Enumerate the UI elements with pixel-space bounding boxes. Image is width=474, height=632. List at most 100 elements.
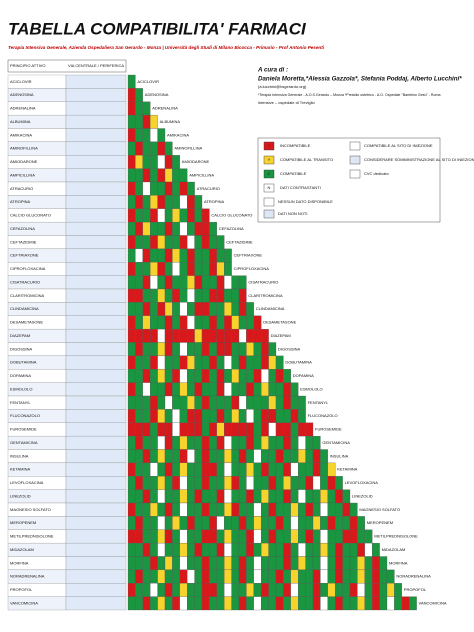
compat-cell: [231, 302, 240, 316]
compat-cell: [268, 422, 277, 437]
compat-cell: [261, 382, 269, 397]
column-label: AMINOFILLINA: [174, 146, 202, 151]
compat-cell: [201, 502, 210, 517]
column-label: AMIKACINA: [167, 132, 189, 137]
compat-cell: [238, 529, 247, 544]
compat-cell: [327, 569, 336, 584]
compat-cell: [349, 516, 358, 530]
compat-cell: [253, 489, 262, 504]
column-label: CLINDAMICINA: [256, 306, 285, 311]
compat-cell: [187, 529, 195, 544]
compat-cell: [209, 235, 217, 250]
compat-cell: [172, 221, 180, 236]
compat-cell: [327, 529, 336, 544]
compat-cell: [172, 489, 180, 504]
column-label: MEROPENEM: [367, 520, 393, 525]
compat-cell: [231, 275, 240, 290]
compat-cell: [209, 462, 217, 477]
compat-cell: [275, 489, 284, 504]
route-cell: [65, 195, 127, 209]
compat-cell: [283, 596, 291, 611]
compat-cell: [216, 556, 225, 571]
compat-cell: [135, 502, 143, 517]
compat-cell: [216, 288, 225, 303]
compat-cell: [164, 195, 173, 209]
compat-cell: [179, 181, 188, 196]
compat-cell: [305, 422, 314, 437]
compat-cell: [142, 195, 151, 209]
compat-cell: [261, 556, 269, 571]
compat-cell: [268, 529, 277, 544]
compat-cell: [268, 342, 277, 357]
compat-cell: [216, 302, 225, 316]
compat-cell: [290, 556, 299, 571]
compat-cell: [201, 449, 210, 464]
compat-cell: [194, 369, 203, 383]
compat-cell: [187, 235, 195, 250]
compat-cell: [172, 181, 180, 196]
column-label: NORADRENALINA: [396, 574, 431, 579]
compat-cell: [179, 583, 188, 597]
compat-cell: [238, 395, 247, 410]
drug-name: ACICLOVIR: [10, 79, 32, 84]
compat-cell: [320, 489, 328, 504]
compat-cell: [194, 395, 203, 410]
legend-label: COMPATIBILE AL SITO DI INIEZIONE: [364, 143, 433, 148]
compat-cell: [127, 128, 136, 143]
compat-cell: [194, 596, 203, 611]
compat-cell: [283, 502, 291, 517]
compat-cell: [150, 422, 158, 437]
compat-cell: [187, 382, 195, 397]
compat-cell: [327, 596, 336, 611]
compat-cell: [209, 569, 217, 584]
compat-cell: [127, 556, 136, 571]
compat-cell: [127, 288, 136, 303]
compat-cell: [150, 569, 158, 584]
compat-cell: [164, 435, 173, 450]
compat-cell: [283, 542, 291, 557]
compat-cell: [179, 369, 188, 383]
compat-cell: [320, 569, 328, 584]
column-label: LEVOFLOXACINA: [345, 480, 379, 485]
compat-cell: [275, 369, 284, 383]
compat-cell: [172, 422, 180, 437]
compat-cell: [127, 342, 136, 357]
compat-cell: [231, 328, 240, 343]
drug-name: DESAMETASONE: [10, 320, 43, 325]
column-label: ALBUMINA: [160, 119, 181, 124]
compat-cell: [172, 395, 180, 410]
compat-cell: [364, 583, 373, 597]
compat-cell: [135, 221, 143, 236]
route-cell: [65, 476, 127, 490]
compat-cell: [372, 542, 380, 557]
column-label: CEFTRIAXONE: [234, 253, 263, 258]
compat-cell: [142, 449, 151, 464]
compat-cell: [164, 476, 173, 490]
compat-cell: [127, 235, 136, 250]
compat-cell: [261, 596, 269, 611]
compat-cell: [379, 556, 388, 571]
compat-cell: [372, 569, 380, 584]
column-label: AMIODARONE: [182, 159, 210, 164]
compat-cell: [290, 502, 299, 517]
compat-cell: [164, 235, 173, 250]
compat-cell: [349, 542, 358, 557]
compat-cell: [150, 449, 158, 464]
compat-cell: [209, 315, 217, 330]
compat-cell: [364, 569, 373, 584]
compat-cell: [172, 262, 180, 276]
compat-cell: [342, 502, 351, 517]
compat-cell: [142, 262, 151, 276]
compat-cell: [187, 369, 195, 383]
compat-cell: [142, 288, 151, 303]
compat-cell: [283, 409, 291, 423]
compat-cell: [164, 262, 173, 276]
compat-cell: [127, 462, 136, 477]
column-label: DOPAMINA: [293, 373, 314, 378]
compat-cell: [157, 529, 166, 544]
compat-cell: [261, 395, 269, 410]
compat-cell: [201, 395, 210, 410]
drug-name: CISATRACURIO: [10, 279, 40, 284]
compat-cell: [275, 395, 284, 410]
compat-cell: [179, 435, 188, 450]
